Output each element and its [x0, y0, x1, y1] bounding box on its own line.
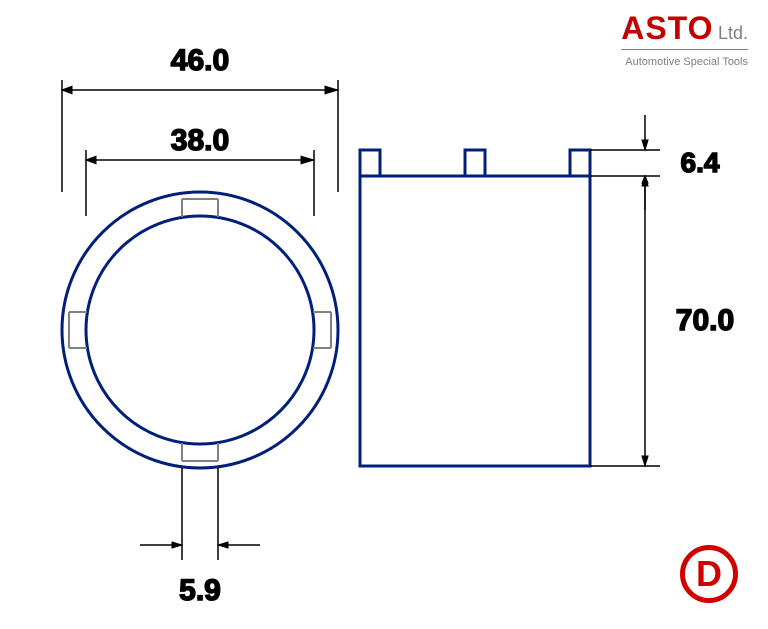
dim-inner-dia-label: 38.0 — [171, 124, 229, 157]
logo-brand: ASTO — [621, 10, 713, 46]
dim-outer-dia: 46.0 — [62, 44, 338, 192]
dim-inner-dia: 38.0 — [86, 124, 314, 216]
side-prongs — [360, 150, 590, 176]
dim-tab-width-label: 5.9 — [179, 574, 221, 607]
side-view — [360, 150, 590, 466]
inner-circle — [86, 216, 314, 444]
dim-prong-height: 6.4 — [590, 115, 720, 210]
logo-suffix: Ltd. — [718, 23, 748, 43]
front-view — [62, 192, 338, 468]
brand-logo: ASTO Ltd. Automotive Special Tools — [621, 10, 748, 70]
dim-tab-width: 5.9 — [140, 468, 260, 607]
technical-drawing: 46.0 38.0 5.9 6.4 70. — [0, 0, 768, 629]
ring-tabs — [69, 199, 331, 461]
dim-outer-dia-label: 46.0 — [171, 44, 229, 77]
dimension-lines: 46.0 38.0 5.9 6.4 70. — [62, 44, 734, 607]
revision-mark: D — [680, 545, 738, 603]
logo-tagline: Automotive Special Tools — [625, 56, 748, 68]
dim-body-height: 70.0 — [590, 176, 734, 466]
outer-circle — [62, 192, 338, 468]
dim-body-height-label: 70.0 — [676, 304, 734, 337]
dim-prong-height-label: 6.4 — [681, 147, 720, 178]
side-body — [360, 176, 590, 466]
